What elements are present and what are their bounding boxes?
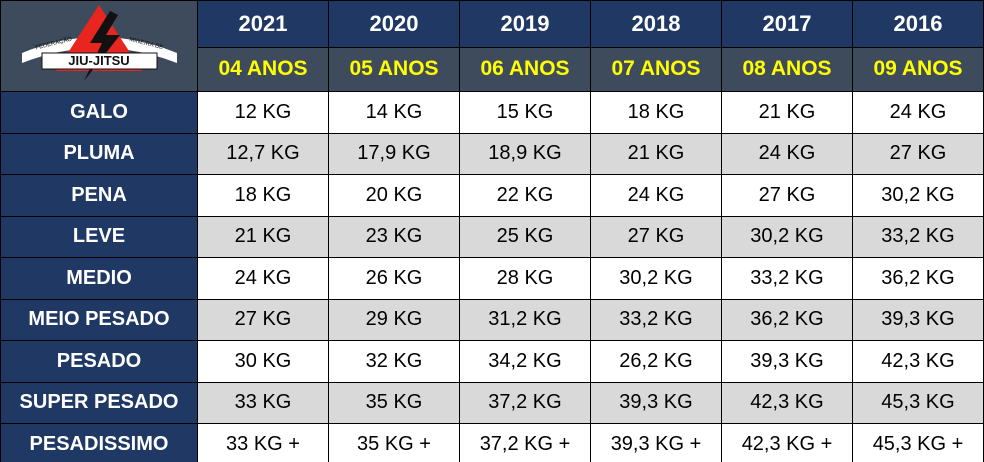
logo-arc [21,37,177,63]
table-row: PESADISSIMO 33 KG +35 KG +37,2 KG +39,3 K… [0,423,984,462]
table-cell: 12 KG [197,91,329,134]
year-header: 2020 [328,0,460,48]
table-cell: 39,3 KG [590,381,722,425]
logo-cell: JIU-JITSU FEDERAÇÃO MINEIRA DE [0,0,198,92]
table-cell: 22 KG [459,174,591,217]
table-cell: 45,3 KG + [852,423,984,462]
age-header: 09 ANOS [852,46,984,93]
table-cell: 27 KG [721,174,853,217]
logo-banner-text: JIU-JITSU [68,53,129,68]
table-cell: 33 KG [197,381,329,425]
table-cell: 29 KG [328,298,460,342]
year-header: 2018 [590,0,722,48]
table-cell: 39,3 KG + [590,423,722,462]
table-cell: 30 KG [197,340,329,383]
row-label: MEDIO [0,257,198,300]
table-cell: 27 KG [197,298,329,342]
table-cell: 28 KG [459,257,591,300]
table-cell: 21 KG [590,132,722,176]
table-cell: 39,3 KG [721,340,853,383]
table-cell: 30,2 KG [721,215,853,259]
logo: JIU-JITSU FEDERAÇÃO MINEIRA DE [21,5,177,81]
table-row: GALO 12 KG 14 KG 15 KG 18 KG 21 KG 24 KG [0,91,984,134]
table-cell: 24 KG [721,132,853,176]
table-cell: 36,2 KG [721,298,853,342]
table-cell: 20 KG [328,174,460,217]
row-label: MEIO PESADO [0,298,198,342]
table-cell: 33,2 KG [590,298,722,342]
table-cell: 27 KG [852,132,984,176]
age-header: 08 ANOS [721,46,853,93]
table-cell: 37,2 KG + [459,423,591,462]
table-cell: 26,2 KG [590,340,722,383]
table-cell: 33,2 KG [721,257,853,300]
row-label: PENA [0,174,198,217]
table-cell: 24 KG [197,257,329,300]
table-cell: 21 KG [197,215,329,259]
table-row: SUPER PESADO 33 KG 35 KG 37,2 KG 39,3 KG 42,3… [0,381,984,425]
table-cell: 17,9 KG [328,132,460,176]
logo-banner [41,52,157,70]
table-cell: 18 KG [197,174,329,217]
row-label: PESADO [0,340,198,383]
row-label: PESADISSIMO [0,423,198,462]
table-cell: 42,3 KG [721,381,853,425]
table-cell: 37,2 KG [459,381,591,425]
table-cell: 27 KG [590,215,722,259]
table-cell: 25 KG [459,215,591,259]
row-label: PLUMA [0,132,198,176]
table-cell: 24 KG [590,174,722,217]
table-cell: 42,3 KG + [721,423,853,462]
table-cell: 31,2 KG [459,298,591,342]
year-header: 2017 [721,0,853,48]
table-cell: 45,3 KG [852,381,984,425]
table-cell: 42,3 KG [852,340,984,383]
age-row: 04 ANOS 05 ANOS 06 ANOS 07 ANOS 08 ANOS 09 AN… [1,46,984,93]
row-label: GALO [0,91,198,134]
table-row: MEIO PESADO 27 KG 29 KG 31,2 KG 33,2 KG 36,2 … [0,298,984,342]
age-header: 04 ANOS [197,46,329,93]
row-label: LEVE [0,215,198,259]
table-cell: 36,2 KG [852,257,984,300]
table-cell: 34,2 KG [459,340,591,383]
year-row: JIU-JITSU FEDERAÇÃO MINEIRA DE 2021 2020 2… [0,0,984,92]
table-row: MEDIO 24 KG 26 KG 28 KG 30,2 KG 33,2 KG 36,2 K… [0,257,984,300]
table-cell: 33,2 KG [852,215,984,259]
table-cell: 35 KG + [328,423,460,462]
age-header: 07 ANOS [590,46,722,93]
table-cell: 33 KG + [197,423,329,462]
age-header: 05 ANOS [328,46,460,93]
table-cell: 24 KG [852,91,984,134]
table-row: PENA 18 KG 20 KG 22 KG 24 KG 27 KG 30,2 KG [0,174,984,217]
table-cell: 18,9 KG [459,132,591,176]
table-cell: 14 KG [328,91,460,134]
table-cell: 30,2 KG [590,257,722,300]
table-cell: 35 KG [328,381,460,425]
year-header: 2019 [459,0,591,48]
table-cell: 32 KG [328,340,460,383]
table-cell: 26 KG [328,257,460,300]
table-row: PESADO 30 KG 32 KG 34,2 KG 26,2 KG 39,3 KG 42,… [0,340,984,383]
year-header: 2021 [197,0,329,48]
row-label: SUPER PESADO [0,381,198,425]
table-cell: 23 KG [328,215,460,259]
table-cell: 30,2 KG [852,174,984,217]
table-cell: 12,7 KG [197,132,329,176]
table-cell: 15 KG [459,91,591,134]
table-cell: 18 KG [590,91,722,134]
table-cell: 39,3 KG [852,298,984,342]
year-header: 2016 [852,0,984,48]
age-header: 06 ANOS [459,46,591,93]
table-row: LEVE 21 KG 23 KG 25 KG 27 KG 30,2 KG 33,2 KG [0,215,984,259]
table-cell: 21 KG [721,91,853,134]
table-row: PLUMA 12,7 KG 17,9 KG 18,9 KG 21 KG 24 KG 27 K… [0,132,984,176]
